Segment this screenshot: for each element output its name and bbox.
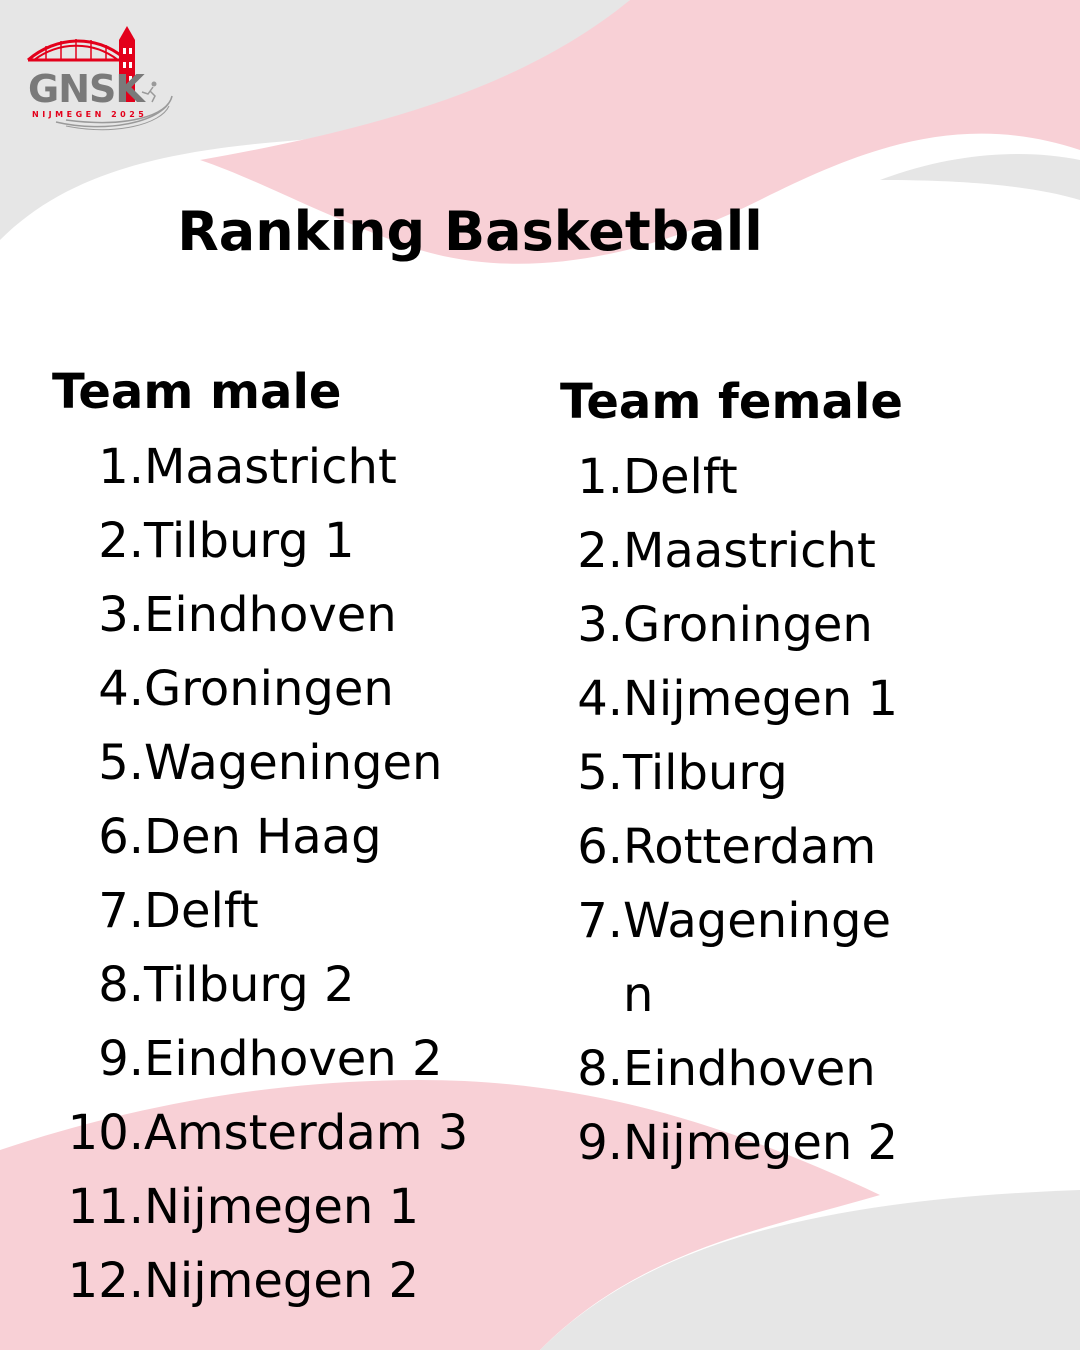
rank-number: 5. — [98, 735, 144, 791]
list-item: 9. Eindhoven 2 — [52, 1022, 468, 1096]
team-name: Wageningen — [144, 735, 443, 791]
team-name: Nijmegen 1 — [144, 1179, 420, 1235]
list-item: 6. Rotterdam — [560, 810, 913, 884]
team-name: Nijmegen 1 — [623, 671, 899, 727]
list-item: 11. Nijmegen 1 — [52, 1170, 468, 1244]
team-name: Groningen — [144, 661, 394, 717]
list-item: 10. Amsterdam 3 — [52, 1096, 469, 1170]
team-name: Tilburg 1 — [144, 513, 355, 569]
rank-number: 1. — [577, 449, 623, 505]
rank-number: 2. — [577, 523, 623, 579]
logo-tagline: NIJMEGEN 2025 — [32, 110, 147, 119]
list-item: 7. Delft — [52, 874, 468, 948]
team-female-heading: Team female — [560, 374, 903, 430]
top-grey-shape — [0, 0, 630, 240]
bottom-grey-shape — [540, 1190, 1080, 1350]
top-pink-shape — [200, 0, 1080, 264]
team-name: Maastricht — [623, 523, 876, 579]
list-item: 4. Groningen — [52, 652, 468, 726]
team-name: Eindhoven 2 — [144, 1031, 443, 1087]
list-item: 5. Wageningen — [52, 726, 468, 800]
list-item: 8. Tilburg 2 — [52, 948, 468, 1022]
team-name: Tilburg — [623, 745, 788, 801]
list-item: 2. Tilburg 1 — [52, 504, 468, 578]
team-female-list: 1. Delft 2. Maastricht 3. Groningen 4. Nijme… — [560, 440, 913, 1180]
rank-number: 5. — [577, 745, 623, 801]
rank-number: 3. — [98, 587, 144, 643]
rank-number: 3. — [577, 597, 623, 653]
bridge-tower-icon: GNSK NIJMEGEN 2025 — [27, 26, 173, 131]
list-item: 12. Nijmegen 2 — [52, 1244, 468, 1318]
list-item: 9. Nijmegen 2 — [560, 1106, 913, 1180]
list-item: 4. Nijmegen 1 — [560, 662, 913, 736]
rank-number: 9. — [577, 1115, 623, 1171]
list-item: 1. Maastricht — [52, 430, 468, 504]
rank-number: 6. — [98, 809, 144, 865]
rank-number: 12. — [67, 1253, 144, 1309]
rank-number: 9. — [98, 1031, 144, 1087]
rank-number: 1. — [98, 439, 144, 495]
team-name: Groningen — [623, 597, 873, 653]
rank-number: 10. — [67, 1105, 144, 1161]
team-name: Wageningen — [623, 893, 891, 1023]
team-name: Delft — [144, 883, 259, 939]
list-item: 3. Eindhoven — [52, 578, 468, 652]
team-name: Eindhoven — [144, 587, 397, 643]
rank-number: 7. — [98, 883, 144, 939]
team-name: Maastricht — [144, 439, 397, 495]
rank-number: 8. — [98, 957, 144, 1013]
team-male-heading: Team male — [52, 364, 342, 420]
team-name: Nijmegen 2 — [623, 1115, 899, 1171]
gnsk-logo: GNSK NIJMEGEN 2025 — [26, 26, 176, 136]
rank-number: 2. — [98, 513, 144, 569]
team-male-column: Team male 1. Maastricht 2. Tilburg 1 3. Ein… — [52, 360, 468, 1318]
list-item: 2. Maastricht — [560, 514, 913, 588]
team-name: Rotterdam — [623, 819, 877, 875]
list-item: 1. Delft — [560, 440, 913, 514]
team-name: Tilburg 2 — [144, 957, 355, 1013]
rank-number: 4. — [98, 661, 144, 717]
list-item: 5. Tilburg — [560, 736, 913, 810]
rank-number: 7. — [577, 893, 623, 949]
team-name: Nijmegen 2 — [144, 1253, 420, 1309]
rank-number: 4. — [577, 671, 623, 727]
rank-number: 11. — [67, 1179, 144, 1235]
team-name: Eindhoven — [623, 1041, 876, 1097]
list-item: 7. Wageningen — [560, 884, 913, 1032]
list-item: 8. Eindhoven — [560, 1032, 913, 1106]
team-female-column: Team female 1. Delft 2. Maastricht 3. Groni… — [560, 370, 913, 1180]
team-male-list: 1. Maastricht 2. Tilburg 1 3. Eindhoven 4. G… — [52, 430, 469, 1318]
list-item: 3. Groningen — [560, 588, 913, 662]
team-name: Amsterdam 3 — [144, 1105, 469, 1161]
rank-number: 6. — [577, 819, 623, 875]
top-right-grey-shape — [880, 154, 1080, 200]
page-title: Ranking Basketball — [177, 200, 763, 263]
team-name: Den Haag — [144, 809, 382, 865]
rank-number: 8. — [577, 1041, 623, 1097]
list-item: 6. Den Haag — [52, 800, 468, 874]
logo-wordmark: GNSK — [28, 67, 146, 111]
bottom-pink-shape — [0, 1080, 880, 1350]
team-name: Delft — [623, 449, 738, 505]
